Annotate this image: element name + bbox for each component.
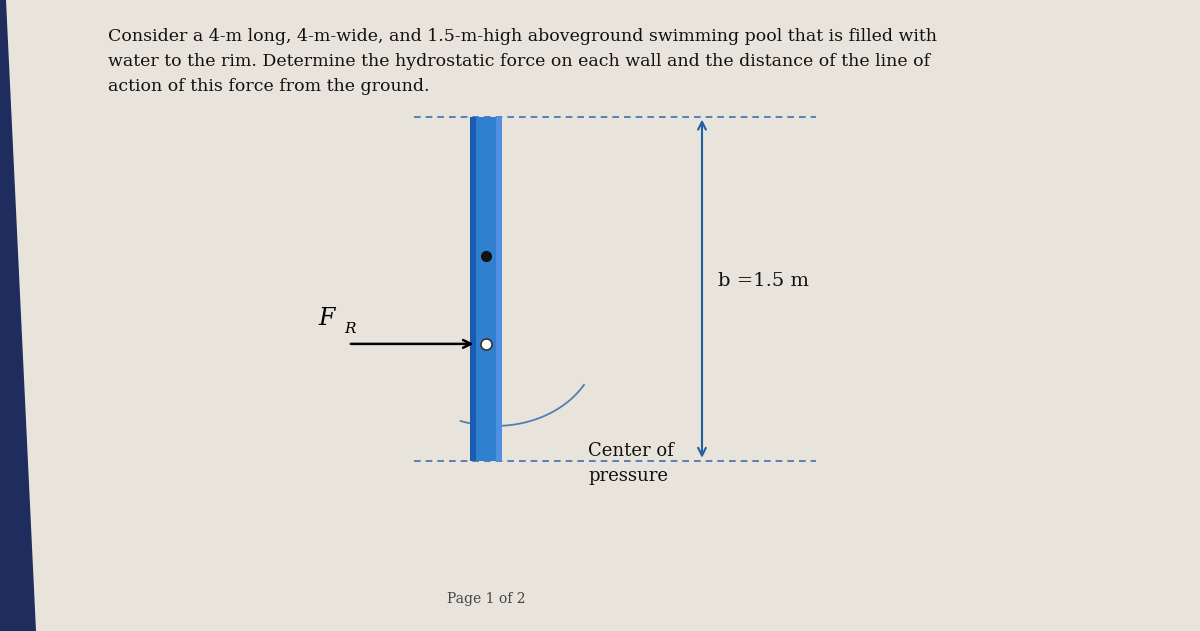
Text: Consider a 4-m long, 4-m-wide, and 1.5-m-high aboveground swimming pool that is : Consider a 4-m long, 4-m-wide, and 1.5-m… — [108, 28, 937, 95]
Polygon shape — [0, 0, 36, 631]
Text: Center of: Center of — [588, 442, 673, 460]
Text: Page 1 of 2: Page 1 of 2 — [446, 592, 526, 606]
Text: pressure: pressure — [588, 468, 668, 485]
Text: F: F — [318, 307, 335, 330]
Text: b =1.5 m: b =1.5 m — [718, 272, 809, 290]
Bar — [470, 117, 476, 461]
Bar — [470, 117, 502, 461]
Bar — [496, 117, 502, 461]
Text: R: R — [344, 322, 356, 336]
